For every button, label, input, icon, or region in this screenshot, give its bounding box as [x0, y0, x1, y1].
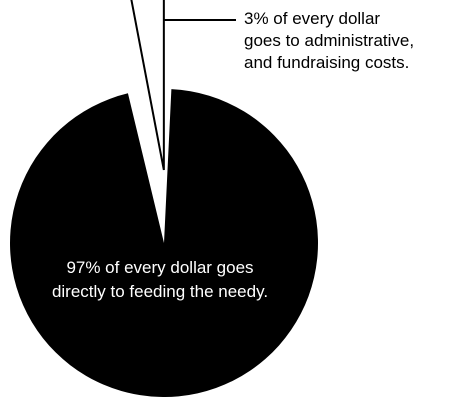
large-slice-label: 97% of every dollar goes directly to fee… — [51, 258, 269, 301]
pie-slice-97-percent — [10, 89, 319, 398]
pie-slice-3-percent — [130, 0, 165, 171]
small-slice-label: 3% of every dollar goes to administrativ… — [244, 9, 415, 72]
